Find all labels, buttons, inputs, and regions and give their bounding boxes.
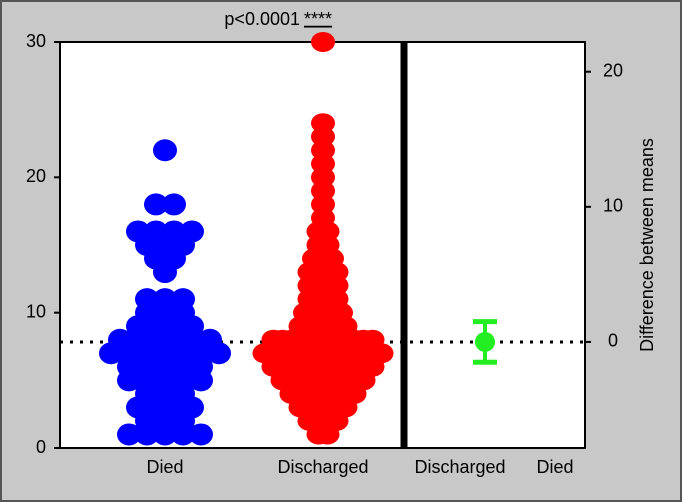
data-point	[153, 139, 177, 162]
mean-difference	[475, 331, 495, 352]
y2-tick-label: 10	[603, 196, 623, 216]
x-tick-label: Discharged	[277, 457, 368, 477]
data-point	[153, 288, 177, 311]
data-point	[180, 220, 204, 243]
y-tick-label: 0	[36, 437, 46, 457]
data-point	[117, 423, 141, 446]
x-tick-label: Died	[536, 457, 573, 477]
y-tick-label: 10	[26, 301, 46, 321]
data-point	[189, 423, 213, 446]
data-point	[162, 220, 186, 243]
data-point	[144, 193, 168, 216]
data-point	[144, 220, 168, 243]
data-point	[135, 288, 159, 311]
data-point	[311, 113, 335, 134]
data-point	[108, 328, 132, 351]
data-point	[311, 32, 335, 52]
x-tick-label: Died	[146, 457, 183, 477]
y2-tick-label: 0	[608, 331, 618, 351]
y-tick-label: 20	[26, 166, 46, 186]
data-point	[360, 329, 385, 350]
significance: ****	[304, 9, 332, 29]
data-point	[171, 288, 195, 311]
data-point	[126, 220, 150, 243]
y2-axis-label: Difference between means	[637, 138, 657, 352]
data-point	[162, 193, 186, 216]
annotation: p<0.0001	[224, 9, 300, 29]
y-tick-label: 30	[26, 31, 46, 51]
data-point	[198, 328, 222, 351]
y2-tick-label: 20	[603, 60, 623, 80]
x-tick-label: Discharged	[414, 457, 505, 477]
